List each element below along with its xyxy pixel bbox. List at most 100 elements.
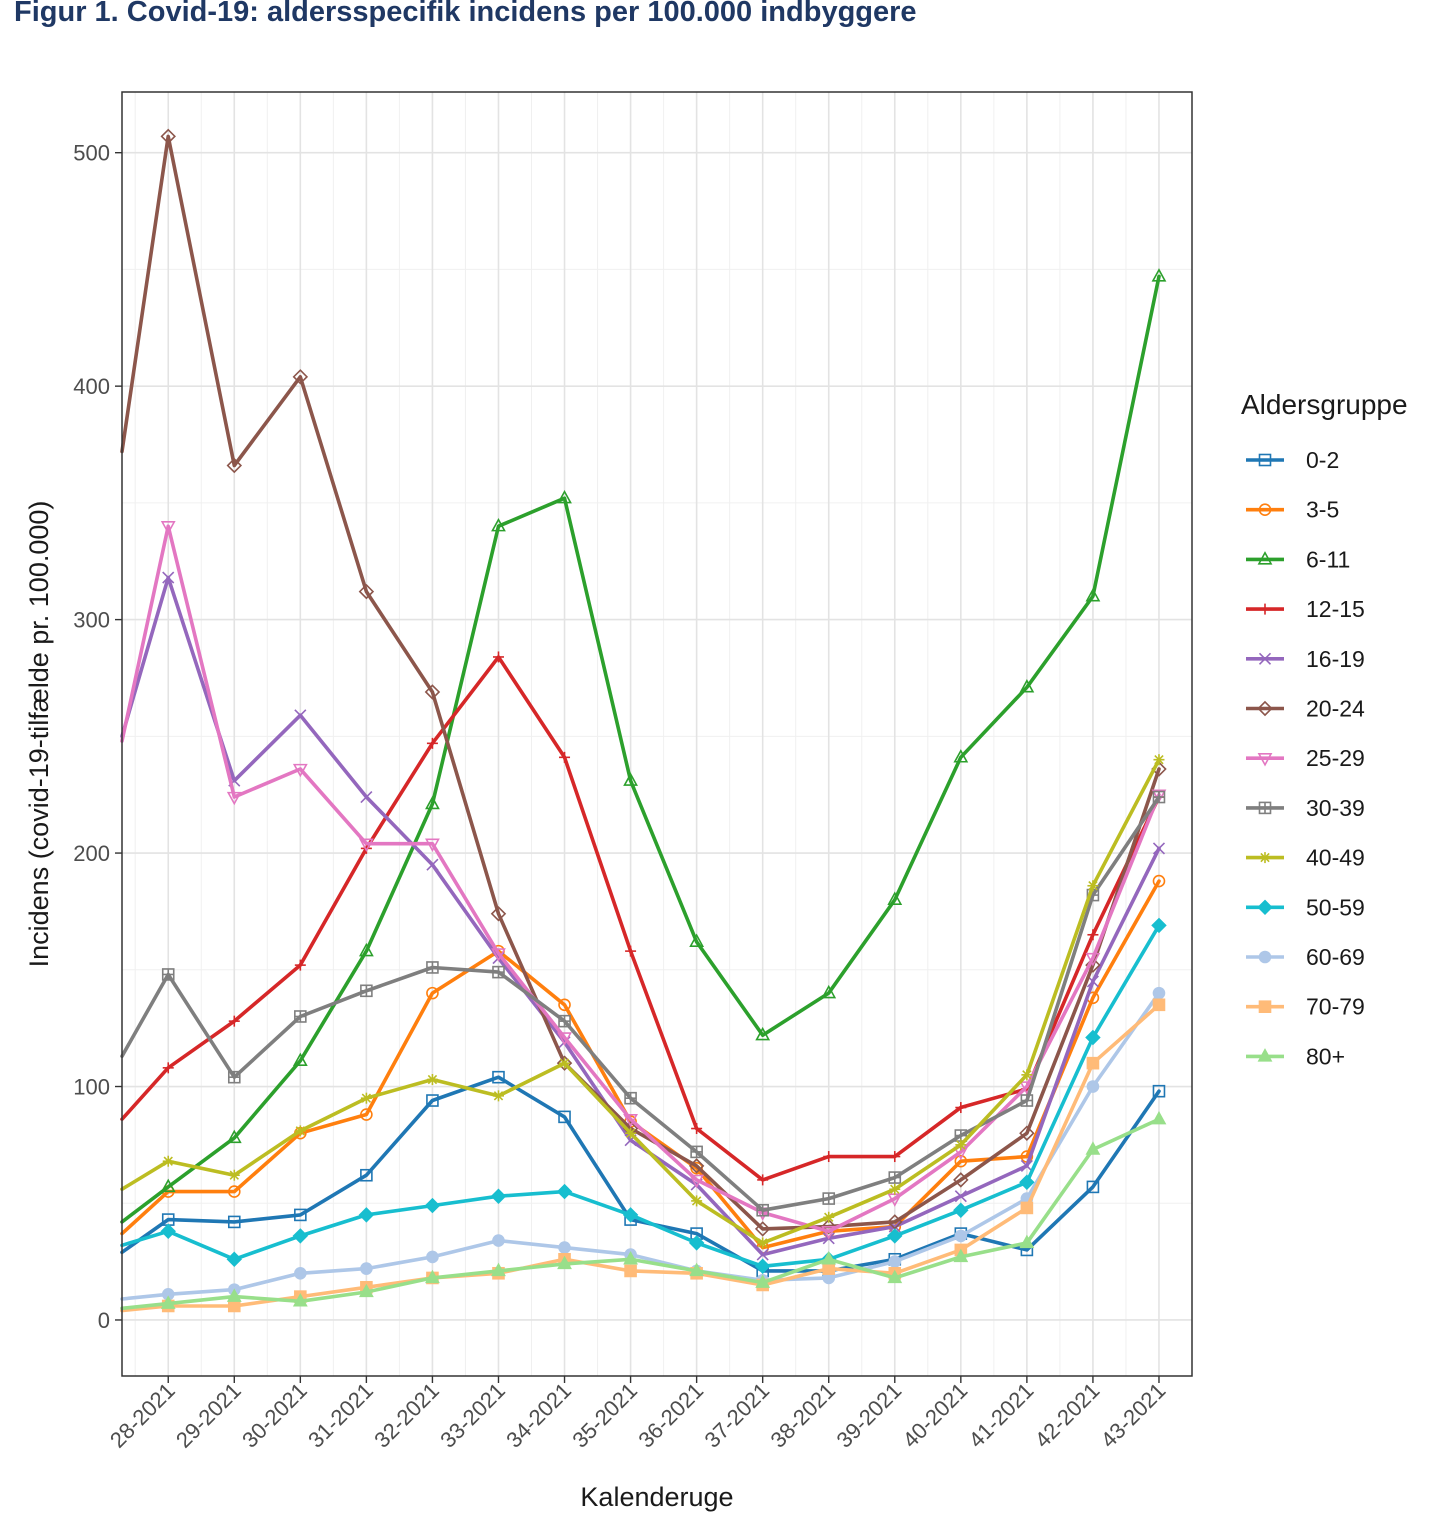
data-point <box>622 1207 639 1223</box>
legend-label: 25-29 <box>1306 745 1365 771</box>
x-tick-label: 35-2021 <box>567 1378 642 1453</box>
data-point <box>558 1014 571 1028</box>
data-point <box>160 1295 176 1309</box>
data-point <box>360 984 373 998</box>
x-tick-label: 33-2021 <box>435 1378 510 1453</box>
data-point <box>1153 754 1165 766</box>
data-point <box>228 1169 240 1181</box>
data-point <box>360 1262 373 1275</box>
y-axis-title: Incidens (covid-19-tilfælde pr. 100.000) <box>24 501 54 968</box>
data-point <box>557 489 572 504</box>
x-tick-label: 29-2021 <box>171 1378 246 1453</box>
series-line <box>120 274 1161 1224</box>
data-point <box>358 583 375 600</box>
data-point <box>360 1108 373 1121</box>
legend-item: 25-29 <box>1246 745 1365 771</box>
legend-label: 30-39 <box>1306 795 1365 821</box>
data-point <box>822 1192 836 1205</box>
x-tick-label: 31-2021 <box>303 1378 378 1453</box>
data-point <box>358 1207 375 1223</box>
data-point <box>358 838 374 852</box>
data-point <box>820 1218 837 1235</box>
data-point <box>557 1255 572 1270</box>
data-point <box>227 1299 241 1313</box>
data-point <box>227 1070 241 1084</box>
data-point <box>1257 551 1273 565</box>
data-point <box>294 1010 307 1023</box>
data-point <box>558 1110 571 1124</box>
data-point <box>1152 842 1166 855</box>
data-point <box>821 1226 837 1240</box>
data-point <box>492 651 504 663</box>
data-point <box>1257 752 1273 767</box>
data-point <box>1152 790 1166 804</box>
data-point <box>1020 1201 1034 1215</box>
data-point <box>889 1151 901 1163</box>
data-point <box>1259 852 1271 864</box>
data-point <box>558 1241 571 1254</box>
data-point <box>624 1091 637 1105</box>
data-point <box>424 684 441 700</box>
data-point <box>625 945 637 957</box>
data-point <box>490 1188 507 1204</box>
series-lines <box>120 128 1167 1313</box>
y-tick-label: 500 <box>73 141 110 166</box>
data-point <box>954 1229 968 1243</box>
data-point <box>887 1228 903 1244</box>
data-point <box>426 858 439 871</box>
data-point <box>559 751 571 763</box>
data-point <box>888 1255 902 1268</box>
series-3-5 <box>120 874 1166 1254</box>
legend-label: 0-2 <box>1306 447 1339 473</box>
series-70-79 <box>120 998 1166 1313</box>
series-6-11 <box>120 268 1167 1224</box>
legend-item: 60-69 <box>1246 944 1365 970</box>
data-point <box>358 942 374 957</box>
data-point <box>292 763 308 778</box>
data-point <box>226 1288 242 1302</box>
data-point <box>755 1026 771 1041</box>
x-tick-label: 28-2021 <box>105 1378 180 1453</box>
data-point <box>162 571 175 584</box>
data-point <box>1020 1094 1034 1107</box>
data-point <box>1151 917 1167 934</box>
data-point <box>690 1145 703 1159</box>
data-point <box>1257 899 1273 916</box>
data-point <box>1087 929 1099 941</box>
data-point <box>294 1266 307 1280</box>
data-point <box>294 709 307 722</box>
data-point <box>955 1102 967 1114</box>
x-tick-label: 42-2021 <box>1030 1378 1105 1453</box>
legend-item: 70-79 <box>1246 994 1365 1020</box>
series-50-59 <box>120 917 1167 1275</box>
data-point <box>426 961 439 974</box>
data-point <box>492 1070 505 1084</box>
data-point <box>228 1015 240 1027</box>
legend-item: 0-2 <box>1246 447 1339 473</box>
data-point <box>294 1208 307 1222</box>
data-point <box>162 1155 174 1167</box>
data-point <box>822 1262 836 1275</box>
data-point <box>757 1174 769 1186</box>
legend-item: 16-19 <box>1246 646 1365 672</box>
data-point <box>491 1262 506 1277</box>
legend-item: 30-39 <box>1246 795 1365 821</box>
data-point <box>1151 1110 1167 1125</box>
data-point <box>953 749 969 763</box>
legend-label: 80+ <box>1306 1043 1345 1069</box>
data-point <box>490 906 507 922</box>
data-point <box>558 998 571 1012</box>
data-point <box>888 1171 902 1184</box>
data-point <box>425 795 440 810</box>
data-point <box>1085 1029 1101 1046</box>
x-axis-title: Kalenderuge <box>580 1482 733 1512</box>
data-point <box>162 1062 174 1074</box>
data-point <box>426 1074 438 1086</box>
series-12-15 <box>120 651 1165 1186</box>
data-point <box>360 1092 372 1104</box>
data-point <box>491 517 506 532</box>
data-point <box>1086 1180 1100 1194</box>
x-tick-label: 39-2021 <box>832 1378 907 1453</box>
legend-item: 50-59 <box>1246 894 1365 920</box>
